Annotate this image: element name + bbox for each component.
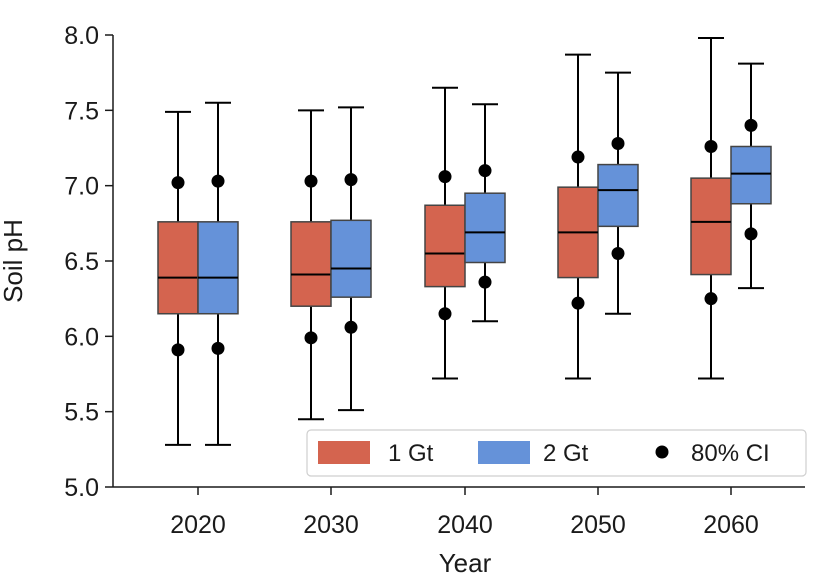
y-tick-label: 6.0 [64,323,99,351]
ci-high-marker [611,136,625,150]
ci-high-marker [171,176,185,190]
box-2gt-2050 [597,71,639,315]
x-tick-label: 2040 [437,511,493,539]
ci-high-marker [744,118,758,132]
ci-high-marker [211,174,225,188]
box-2gt-2030 [330,106,372,412]
y-tick-label: 8.0 [64,22,99,50]
y-tick-label: 5.0 [64,474,99,502]
legend-label-2gt: 2 Gt [543,440,589,467]
ci-low-marker [704,292,718,306]
legend-frame [306,429,807,477]
box-1gt-2060 [690,37,732,380]
box-series [157,37,772,446]
y-tick-label: 7.5 [64,97,99,125]
iqr-box [330,219,372,298]
ci-low-marker [344,320,358,334]
x-axis-label: Year [439,548,492,578]
iqr-box [290,221,332,307]
y-tick-label: 7.0 [64,173,99,201]
x-ticks: 2020 2030 2040 2050 2060 [170,487,759,539]
y-tick-label: 6.5 [64,248,99,276]
ci-high-marker [704,139,718,153]
y-tick-label: 5.5 [64,399,99,427]
iqr-box [197,221,239,315]
ci-low-marker [744,227,758,241]
box-1gt-2030 [290,109,332,421]
legend-label-ci: 80% CI [691,440,770,467]
ci-high-marker [571,150,585,164]
iqr-box [464,192,506,264]
ci-high-marker [478,164,492,178]
legend-swatch-2gt [478,441,530,464]
ci-low-marker [611,246,625,260]
y-axis-label: Soil pH [0,219,28,303]
x-tick-label: 2060 [703,511,759,539]
box-1gt-2040 [424,86,466,380]
ci-high-marker [344,173,358,187]
ci-high-marker [438,170,452,184]
legend: 1 Gt 2 Gt 80% CI [306,429,807,477]
ci-high-marker [304,174,318,188]
ci-low-marker [304,331,318,345]
legend-ci-marker [655,445,669,459]
ci-low-marker [171,343,185,357]
iqr-box [730,145,772,205]
iqr-box [157,221,199,315]
legend-label-1gt: 1 Gt [388,440,434,467]
x-tick-label: 2030 [303,511,359,539]
box-2gt-2020 [197,101,239,446]
box-2gt-2060 [730,62,772,290]
box-1gt-2020 [157,110,199,446]
legend-swatch-1gt [318,441,370,464]
x-tick-label: 2050 [570,511,626,539]
y-ticks: 5.0 5.5 6.0 6.5 7.0 7.5 8.0 [64,22,113,502]
iqr-box [690,177,732,276]
box-1gt-2050 [557,53,599,380]
iqr-box [597,163,639,228]
ci-low-marker [478,275,492,289]
box-2gt-2040 [464,103,506,323]
x-tick-label: 2020 [170,511,226,539]
iqr-box [424,204,466,288]
ci-low-marker [438,307,452,321]
ci-low-marker [211,341,225,355]
ci-low-marker [571,296,585,310]
